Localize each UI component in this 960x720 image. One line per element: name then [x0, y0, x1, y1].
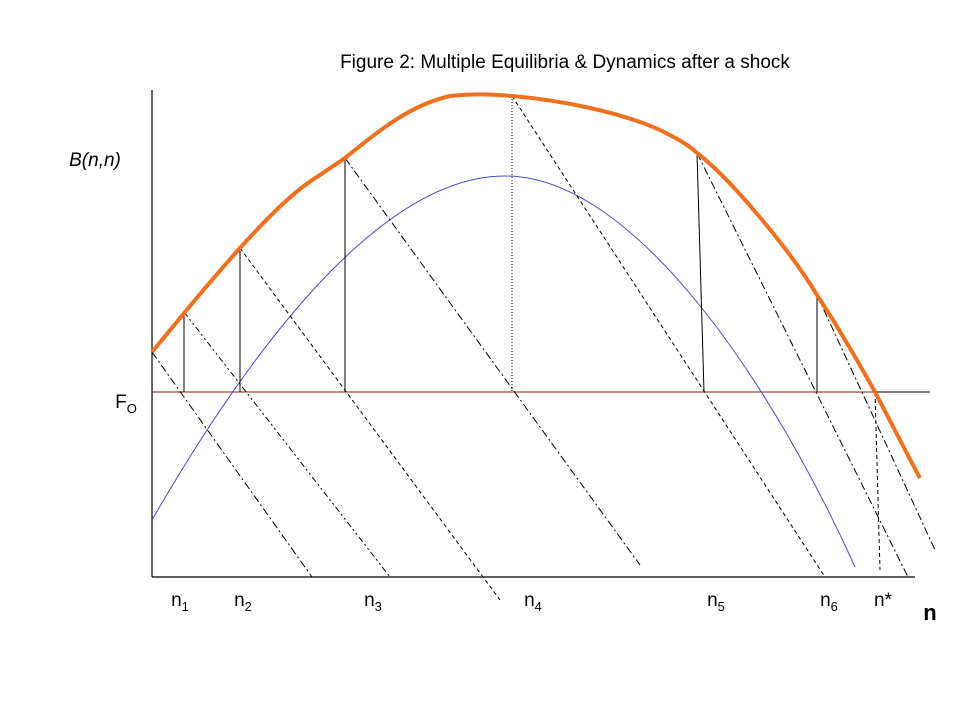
x-label-sub: 2: [245, 599, 252, 614]
x-label-sub: 5: [718, 599, 725, 614]
profit-curve: [151, 175, 856, 568]
x-label: n5: [707, 590, 725, 614]
x-label-base: n: [234, 590, 245, 611]
x-label-sub: 4: [535, 599, 542, 614]
fixed-cost-label-sub: O: [127, 401, 137, 416]
benefit-curve: [150, 92, 922, 479]
x-label-sub: 6: [831, 599, 838, 614]
dynamics-lines: [151, 95, 936, 601]
x-label: n*: [874, 590, 893, 611]
title: Figure 2: Multiple Equilibria & Dynamics…: [340, 52, 790, 73]
x-label: n4: [524, 590, 542, 614]
y-axis-label: B(n,n): [69, 150, 121, 171]
x-label-base: n: [364, 590, 375, 611]
x-label: n1: [171, 590, 189, 614]
x-label-sub: 3: [375, 599, 382, 614]
x-axis-label: n: [923, 600, 936, 625]
fixed-cost-label: FO: [115, 392, 137, 416]
x-label-base: n: [820, 590, 831, 611]
verticals: [183, 96, 881, 571]
x-label-base: n: [171, 590, 182, 611]
x-label-base: n*: [874, 590, 893, 611]
x-label-sub: 1: [182, 599, 189, 614]
x-label: n2: [234, 590, 252, 614]
fixed-cost-label-base: F: [115, 392, 127, 413]
x-label-base: n: [524, 590, 535, 611]
x-label-base: n: [707, 590, 718, 611]
x-label: n3: [364, 590, 382, 614]
x-label: n6: [820, 590, 838, 614]
